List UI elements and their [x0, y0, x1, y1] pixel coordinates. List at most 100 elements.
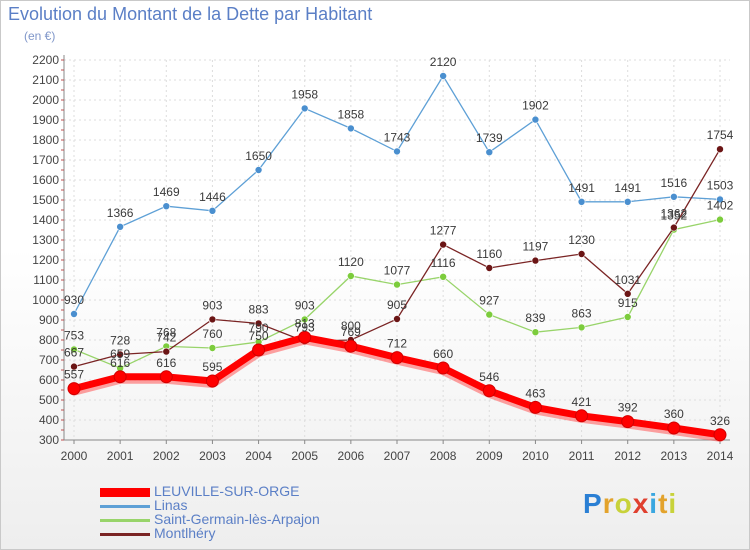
- data-label: 616: [156, 356, 176, 370]
- data-label: 1902: [522, 99, 549, 113]
- legend-swatch: [100, 533, 150, 536]
- data-label: 1754: [707, 128, 734, 142]
- data-label: 905: [387, 298, 407, 312]
- data-label: 839: [525, 311, 545, 325]
- y-tick-label: 2000: [32, 93, 59, 107]
- y-tick-label: 1000: [32, 293, 59, 307]
- x-tick-label: 2001: [107, 449, 134, 463]
- data-point: [439, 240, 447, 249]
- y-tick-label: 2100: [32, 73, 59, 87]
- data-point: [252, 343, 266, 357]
- legend-swatch: [100, 519, 150, 522]
- x-tick-label: 2007: [384, 449, 411, 463]
- x-tick-label: 2012: [614, 449, 641, 463]
- x-tick-label: 2009: [476, 449, 503, 463]
- data-label: 1277: [430, 224, 457, 238]
- data-point: [393, 280, 401, 289]
- x-tick-label: 2002: [153, 449, 180, 463]
- data-label: 930: [64, 293, 84, 307]
- legend-label: Saint-Germain-lès-Arpajon: [154, 511, 320, 527]
- y-tick-label: 1200: [32, 253, 59, 267]
- data-label: 760: [202, 327, 222, 341]
- y-tick-label: 1900: [32, 113, 59, 127]
- data-point: [300, 104, 309, 113]
- data-label: 1650: [245, 149, 272, 163]
- series-leuville-sur-orge: [67, 330, 727, 442]
- data-point: [390, 351, 404, 365]
- data-point: [116, 350, 124, 359]
- data-point: [577, 250, 586, 258]
- data-point: [162, 202, 171, 210]
- data-label: 790: [249, 321, 269, 335]
- series-layer: [67, 72, 727, 442]
- data-point: [577, 323, 586, 332]
- data-label: 326: [710, 414, 730, 428]
- data-label: 1743: [384, 130, 411, 144]
- data-point: [393, 147, 401, 156]
- data-label: 793: [295, 320, 315, 334]
- data-label: 2120: [430, 55, 457, 69]
- data-point: [482, 384, 496, 398]
- data-labels: 930 1366 1469 1446 1650 1958 1858 1743 2120 1739 1…: [64, 55, 734, 428]
- data-label: 750: [249, 329, 269, 343]
- data-label: 660: [433, 347, 453, 361]
- data-point: [531, 115, 540, 124]
- data-label: 1858: [338, 107, 365, 121]
- data-point: [623, 289, 632, 298]
- y-tick-label: 1300: [32, 233, 59, 247]
- data-label: 463: [525, 386, 545, 400]
- data-point: [436, 361, 450, 375]
- data-label: 1031: [614, 273, 641, 287]
- y-tick-label: 700: [39, 353, 59, 367]
- data-label: 421: [572, 395, 592, 409]
- data-label: 769: [341, 325, 361, 339]
- data-label: 616: [110, 356, 130, 370]
- legend-label: LEUVILLE-SUR-ORGE: [154, 483, 300, 499]
- data-label: 903: [295, 298, 315, 312]
- y-tick-label: 1600: [32, 173, 59, 187]
- data-point: [162, 347, 171, 356]
- data-point: [439, 272, 447, 281]
- x-tick-label: 2014: [707, 449, 734, 463]
- x-tick-label: 2013: [661, 449, 688, 463]
- data-label: 863: [572, 306, 592, 320]
- data-label: 595: [202, 360, 222, 374]
- data-label: 712: [387, 337, 407, 351]
- data-label: 659: [110, 347, 130, 361]
- x-tick-label: 2006: [338, 449, 365, 463]
- data-point: [485, 310, 494, 319]
- y-tick-label: 500: [39, 393, 59, 407]
- x-tick-label: 2011: [569, 449, 595, 463]
- data-point: [575, 409, 589, 423]
- series-montlhery: [70, 145, 724, 371]
- data-point: [716, 145, 724, 153]
- data-point: [621, 415, 635, 429]
- data-point: [205, 374, 219, 388]
- y-tick-label: 1800: [32, 133, 59, 147]
- data-label: 557: [64, 368, 84, 382]
- y-tick-label: 300: [39, 433, 59, 447]
- data-label: 1739: [476, 131, 503, 145]
- data-label: 1958: [291, 87, 318, 101]
- data-point: [670, 193, 678, 201]
- data-point: [713, 428, 727, 442]
- logo-letter: x: [632, 488, 650, 519]
- legend-label: Linas: [154, 497, 188, 513]
- data-point: [254, 166, 263, 174]
- data-label: 915: [618, 296, 638, 310]
- logo-letter: P: [583, 488, 603, 519]
- legend-label: Montlhéry: [154, 525, 216, 541]
- data-label: 753: [64, 328, 84, 342]
- data-point: [208, 344, 217, 352]
- data-label: 1352: [661, 209, 688, 223]
- data-label: 1516: [661, 176, 688, 190]
- data-point: [113, 370, 127, 384]
- data-point: [70, 345, 78, 354]
- x-tick-label: 2008: [430, 449, 457, 463]
- data-point: [344, 339, 358, 353]
- data-label: 546: [479, 370, 499, 384]
- y-tick-label: 1700: [32, 153, 59, 167]
- data-label: 813: [295, 316, 315, 330]
- logo-letter: i: [668, 488, 678, 519]
- series-saint-germain-les-arpajon: [70, 215, 724, 373]
